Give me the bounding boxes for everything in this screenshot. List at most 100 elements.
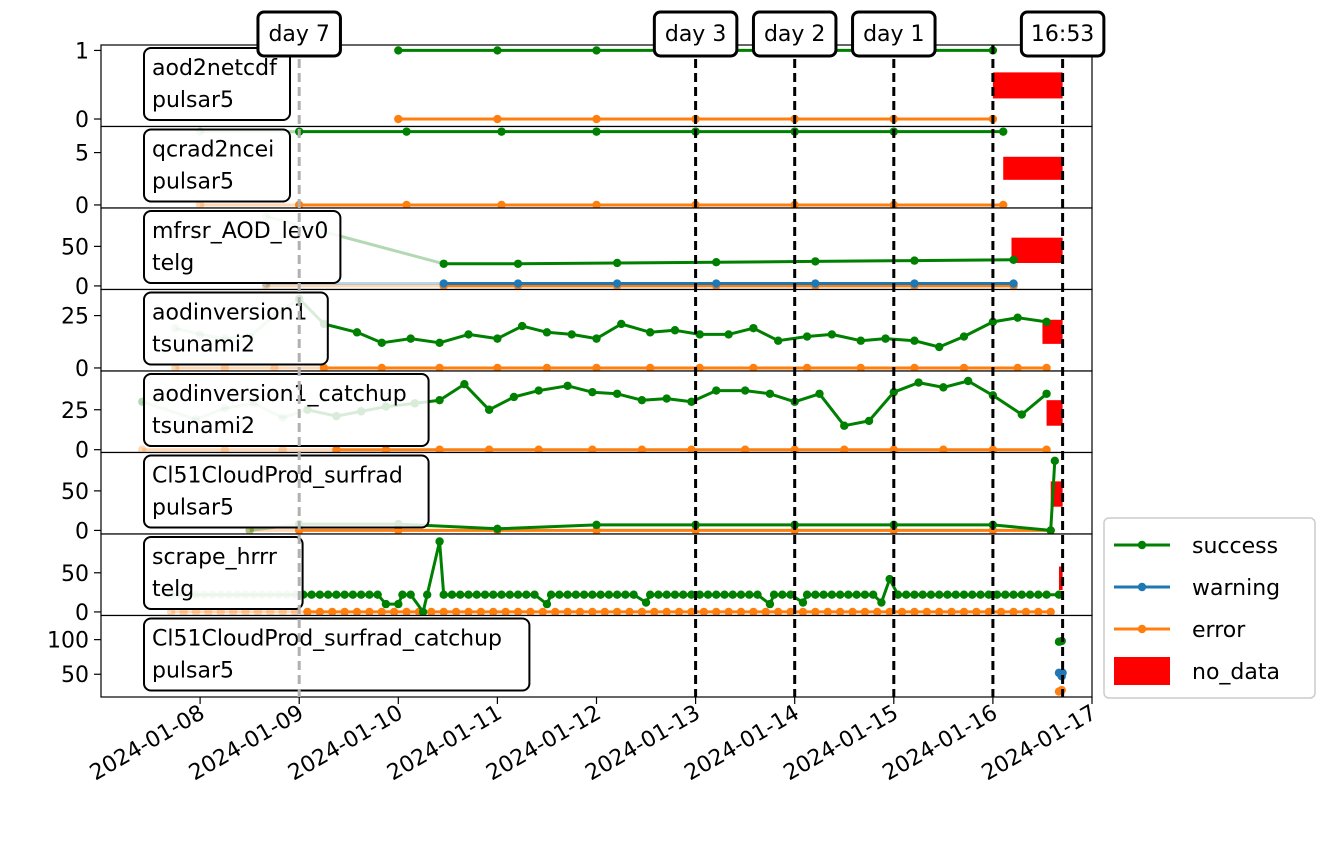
error-point <box>897 607 907 616</box>
success-point <box>645 590 655 599</box>
error-point <box>138 445 147 453</box>
panel-job-name: Cl51CloudProd_surfrad_catchup <box>152 627 502 652</box>
error-point <box>439 607 448 616</box>
success-point <box>877 598 886 607</box>
error-point <box>749 607 758 616</box>
y-tick-label: 25 <box>61 399 89 424</box>
success-point <box>712 590 721 599</box>
success-point <box>769 590 779 599</box>
success-point <box>612 389 622 398</box>
error-point <box>972 607 981 616</box>
panel-host-name: tsunami2 <box>152 333 255 358</box>
error-point <box>588 607 597 616</box>
success-point <box>935 342 944 352</box>
error-point <box>592 363 601 371</box>
marker-label: day 1 <box>863 22 924 47</box>
warning-point <box>712 279 721 288</box>
panel-qcrad2ncei: 5 0 qcrad2ncei pulsar5 <box>75 125 1093 219</box>
error-point <box>1042 363 1051 371</box>
error-point <box>823 607 832 616</box>
error-point <box>592 114 601 124</box>
panel-host-name: pulsar5 <box>152 88 234 113</box>
panel-label-box <box>143 454 430 529</box>
success-point <box>802 332 812 341</box>
error-point <box>984 607 993 616</box>
success-point <box>323 590 333 599</box>
y-tick-label: 1 <box>75 39 89 64</box>
error-point <box>687 607 696 616</box>
success-point <box>435 395 444 405</box>
success-point <box>963 376 973 386</box>
y-tick-label: 0 <box>75 357 89 382</box>
legend-label: success <box>1192 534 1278 559</box>
panel-label-box <box>143 536 304 610</box>
success-point <box>480 590 490 599</box>
success-point <box>881 334 890 343</box>
success-point <box>522 590 531 599</box>
warning-point <box>612 279 622 288</box>
success-point <box>307 590 316 599</box>
success-point <box>976 590 985 599</box>
success-point <box>687 590 696 599</box>
no-data-bar <box>1058 566 1063 591</box>
error-point <box>435 445 444 453</box>
error-point <box>464 607 473 616</box>
legend-label: warning <box>1192 576 1280 601</box>
error-point <box>662 607 671 616</box>
error-point <box>999 200 1008 208</box>
warning-point <box>1009 279 1018 288</box>
success-point <box>493 524 502 534</box>
panel-host-name: telg <box>152 251 194 276</box>
error-point <box>996 607 1006 616</box>
success-point <box>968 590 977 599</box>
success-point <box>959 590 969 599</box>
error-point <box>377 363 386 371</box>
success-point <box>712 386 721 395</box>
panel-host-name: tsunami2 <box>152 414 255 439</box>
success-point <box>827 330 837 339</box>
marker-label: day 7 <box>268 22 329 47</box>
success-point <box>612 258 622 268</box>
success-point <box>315 590 325 599</box>
no-data-bar <box>1011 237 1063 263</box>
error-point <box>959 607 969 616</box>
success-point <box>592 46 601 55</box>
success-point <box>720 590 729 599</box>
success-point <box>885 574 894 584</box>
legend-entry-warning: warning <box>1114 576 1280 601</box>
error-point <box>1009 607 1018 616</box>
success-point <box>398 590 407 599</box>
success-point <box>740 386 750 395</box>
success-point <box>728 590 737 599</box>
success-point <box>712 257 721 267</box>
success-point <box>534 386 543 395</box>
success-point <box>621 590 630 599</box>
panel-label-box <box>143 291 329 366</box>
success-point <box>1050 456 1060 466</box>
panel-Cl51CloudProd_surfrad_catchup: 100 50 Cl51CloudProd_surfrad_catchuppulsar… <box>47 614 1093 698</box>
success-point <box>999 127 1008 136</box>
panel-host-name: pulsar5 <box>152 659 234 684</box>
error-point <box>687 445 696 453</box>
legend-label: no_data <box>1192 660 1280 685</box>
error-point <box>389 607 399 616</box>
success-point <box>447 590 457 599</box>
success-point <box>695 330 704 339</box>
y-tick-label: 25 <box>61 305 89 330</box>
panel-label: aodinversion1 tsunami2 <box>143 291 329 366</box>
error-point <box>625 607 634 616</box>
success-point <box>484 405 494 414</box>
error-point <box>889 445 898 453</box>
success-point <box>670 326 680 335</box>
panel-job-name: aodinversion1 <box>152 301 308 326</box>
error-point <box>1042 445 1051 453</box>
legend: success warning error no_data <box>1103 517 1316 699</box>
error-point <box>451 607 461 616</box>
panel-aodinversion1: 25 0 aodinversion1 tsunami2 <box>61 288 1093 382</box>
success-point <box>910 336 919 345</box>
warning-point <box>1058 668 1067 678</box>
success-point <box>1042 317 1051 327</box>
error-point <box>798 607 808 616</box>
error-point <box>303 607 312 616</box>
